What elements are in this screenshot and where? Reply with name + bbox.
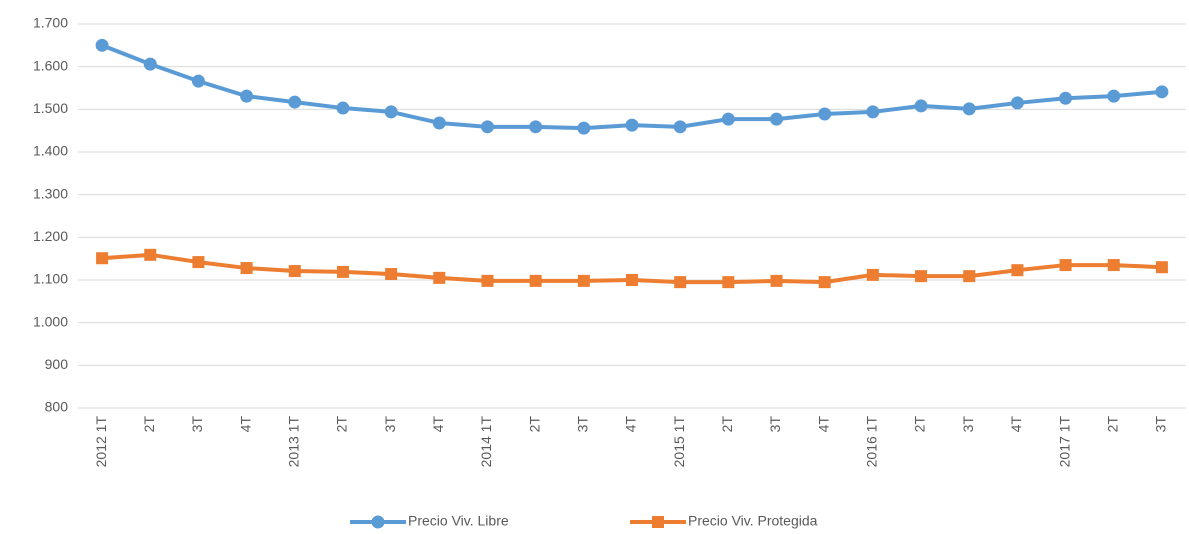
point [288,95,302,109]
y-tick-label: 1.200 [33,228,68,244]
point [1107,259,1120,272]
x-tick-label: 3T [575,416,591,433]
point [818,107,832,121]
x-tick-label: 4T [237,416,253,433]
x-tick-label: 2016 1T [864,416,880,468]
point [770,274,783,287]
y-tick-label: 1.100 [33,271,68,287]
x-tick-label: 2013 1T [285,416,301,468]
legend-marker [371,515,385,529]
point [191,74,205,88]
point [144,248,157,261]
y-tick-label: 800 [45,399,69,415]
point [915,270,928,283]
point [962,102,976,116]
point [914,99,928,113]
point [481,274,494,287]
x-tick-label: 2015 1T [671,416,687,468]
point [336,101,350,115]
point [770,112,784,126]
point [95,38,109,52]
point [96,252,109,265]
point [529,120,543,134]
point [240,89,254,103]
x-tick-label: 2017 1T [1056,416,1072,468]
point [336,265,349,278]
point [722,276,735,289]
x-tick-label: 4T [430,416,446,433]
point [626,274,638,286]
point [1011,264,1024,277]
point [818,276,831,289]
legend-marker [652,516,664,528]
legend-label: Precio Viv. Libre [408,513,509,529]
x-tick-label: 2012 1T [93,416,109,468]
y-tick-label: 1.300 [33,185,68,201]
x-tick-label: 2T [1104,416,1120,433]
x-tick-label: 3T [960,416,976,433]
point [866,268,879,281]
point [673,120,687,134]
point [577,121,591,135]
x-tick-label: 4T [815,416,831,433]
point [625,118,639,132]
x-tick-label: 2T [334,416,350,433]
point [1155,85,1169,99]
x-tick-label: 2014 1T [478,416,494,468]
x-tick-label: 3T [1153,416,1169,433]
point [384,105,398,119]
y-tick-label: 1.400 [33,143,68,159]
x-tick-label: 2T [719,416,735,433]
y-tick-label: 900 [45,356,69,372]
x-tick-label: 4T [1008,416,1024,433]
x-tick-label: 2T [526,416,542,433]
point [432,116,446,130]
point [577,274,590,287]
point [288,265,301,278]
y-tick-label: 1.000 [33,313,68,329]
y-tick-label: 1.500 [33,100,68,116]
point [240,262,253,275]
y-tick-label: 1.600 [33,57,68,73]
point [433,271,446,284]
x-tick-label: 2T [912,416,928,433]
legend-label: Precio Viv. Protegida [688,513,818,529]
x-tick-label: 3T [767,416,783,433]
point [1010,96,1024,110]
point [721,112,735,126]
x-tick-label: 2T [141,416,157,433]
point [1059,91,1073,105]
point [192,256,205,269]
point [480,120,494,134]
point [866,105,880,119]
x-tick-label: 4T [623,416,639,433]
point [385,268,398,281]
point [963,270,976,283]
point [1155,261,1168,274]
point [143,57,157,71]
series-line [101,43,1163,131]
x-tick-label: 3T [189,416,205,433]
point [1107,89,1121,103]
point [1059,259,1072,272]
point [529,274,542,287]
y-tick-label: 1.700 [33,15,68,31]
x-tick-label: 3T [382,416,398,433]
point [674,276,687,289]
